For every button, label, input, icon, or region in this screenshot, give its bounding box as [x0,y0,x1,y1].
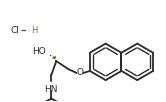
Text: HO: HO [32,47,45,56]
Text: Cl: Cl [11,26,20,35]
Text: H: H [31,26,37,35]
Text: O: O [77,68,83,77]
Text: HN: HN [45,85,58,94]
